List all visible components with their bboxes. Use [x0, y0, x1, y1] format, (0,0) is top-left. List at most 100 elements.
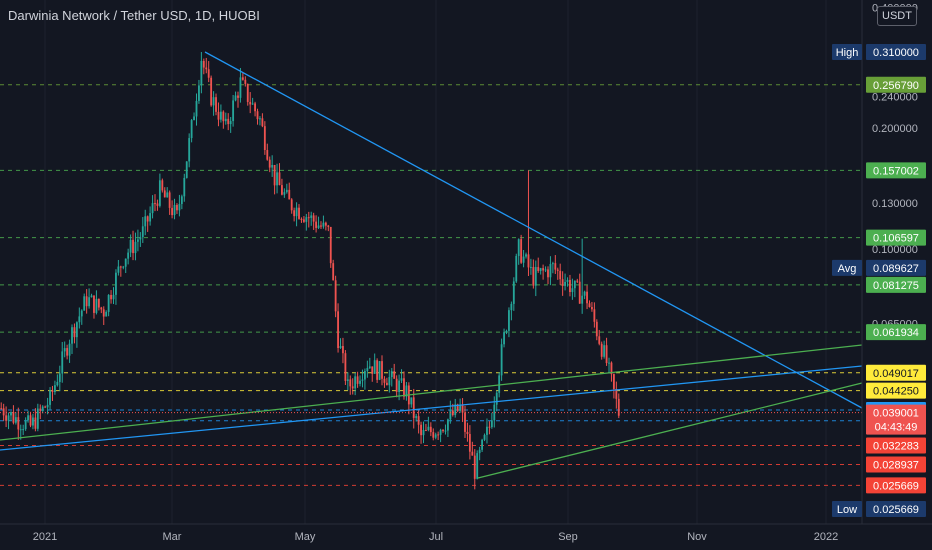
candle-body: [510, 303, 513, 311]
candle-body: [451, 410, 454, 416]
level-price-tag: 0.028937: [873, 459, 919, 471]
candle-body: [146, 216, 149, 222]
candle-body: [136, 239, 139, 242]
candle-body: [268, 159, 271, 168]
candle-body: [102, 309, 105, 317]
x-tick-label: Sep: [558, 531, 578, 543]
candle-body: [95, 298, 98, 313]
candle-body: [498, 375, 501, 393]
candle-body: [310, 215, 313, 218]
level-price-tag-bg: [866, 437, 926, 454]
candle-body: [93, 295, 95, 313]
candle-body: [505, 330, 508, 333]
candle-body: [39, 408, 42, 411]
candle-body: [337, 311, 339, 349]
candle-body: [449, 410, 452, 420]
candle-body: [239, 77, 242, 98]
candle-body: [542, 268, 545, 271]
candle-body: [393, 371, 396, 379]
candle-body: [456, 404, 459, 411]
green-lower-trendline[interactable]: [477, 382, 863, 479]
candle-body: [115, 272, 117, 295]
candle-body: [415, 416, 418, 418]
candle-body: [361, 379, 364, 381]
candle-body: [385, 382, 388, 386]
candle-body: [598, 336, 601, 344]
candle-body: [322, 222, 325, 227]
candle-body: [0, 408, 3, 410]
candle-body: [564, 281, 566, 286]
candle-body: [527, 254, 530, 268]
candle-body: [166, 192, 169, 198]
candle-body: [298, 207, 300, 219]
candle-body: [237, 95, 239, 98]
candle-body: [605, 345, 608, 364]
candle-body: [376, 360, 379, 380]
candle-body: [254, 103, 256, 112]
candle-body: [278, 172, 281, 186]
candle-body: [493, 404, 496, 421]
candle-body: [603, 345, 606, 357]
candle-body: [464, 412, 466, 432]
candle-body: [434, 434, 437, 438]
candle-body: [500, 344, 503, 376]
candle-body: [117, 266, 120, 273]
candle-body: [110, 294, 112, 300]
level-price-tag-bg: [866, 76, 926, 93]
candle-body: [24, 420, 27, 430]
candle-body: [281, 185, 283, 195]
candle-body: [439, 429, 442, 435]
level-price-tag-bg: [866, 276, 926, 293]
blue-support-trendline[interactable]: [0, 365, 863, 451]
candle-body: [68, 343, 71, 356]
candle-body: [122, 266, 125, 268]
candle-body: [32, 417, 34, 426]
candle-body: [400, 378, 403, 381]
candle-body: [559, 270, 562, 280]
candle-body: [261, 118, 264, 127]
candle-body: [398, 380, 401, 392]
candle-body: [608, 362, 610, 364]
y-tick-label: 0.200000: [872, 123, 918, 135]
current-price-tag-bg: [866, 404, 926, 435]
candle-body: [520, 239, 523, 263]
candle-body: [119, 266, 122, 268]
candle-body: [283, 192, 286, 195]
candle-body: [224, 118, 227, 122]
level-price-tag-bg: [866, 382, 926, 399]
candle-body: [508, 310, 510, 331]
candle-body: [488, 426, 491, 428]
candle-body: [569, 279, 571, 293]
descending-trendline[interactable]: [204, 51, 863, 409]
candle-body: [578, 281, 581, 304]
candle-body: [58, 373, 61, 382]
x-tick-label: Jul: [429, 531, 443, 543]
candle-body: [354, 376, 357, 389]
candle-body: [461, 405, 464, 413]
candle-body: [595, 321, 598, 337]
green-upper-trendline[interactable]: [0, 344, 863, 441]
candle-body: [66, 348, 69, 356]
candle-body: [10, 412, 12, 416]
candle-body: [54, 385, 56, 393]
y-tick-label: 0.240000: [872, 92, 918, 104]
candle-body: [381, 361, 383, 379]
candle-body: [34, 417, 37, 429]
candle-body: [556, 269, 559, 271]
currency-unit-button[interactable]: USDT: [877, 6, 917, 26]
candle-body: [100, 307, 103, 310]
candle-body: [14, 417, 17, 423]
candle-body: [473, 455, 476, 479]
candle-body: [554, 263, 557, 270]
high-tag-caption: High: [836, 47, 859, 59]
candle-body: [195, 100, 198, 117]
candle-body: [234, 95, 237, 101]
level-price-tag-bg: [866, 456, 926, 473]
level-price-tag: 0.157002: [873, 165, 919, 177]
candle-body: [198, 85, 200, 101]
candle-body: [144, 216, 147, 227]
candle-body: [266, 150, 269, 160]
candle-body: [302, 219, 305, 222]
candle-body: [12, 412, 15, 423]
